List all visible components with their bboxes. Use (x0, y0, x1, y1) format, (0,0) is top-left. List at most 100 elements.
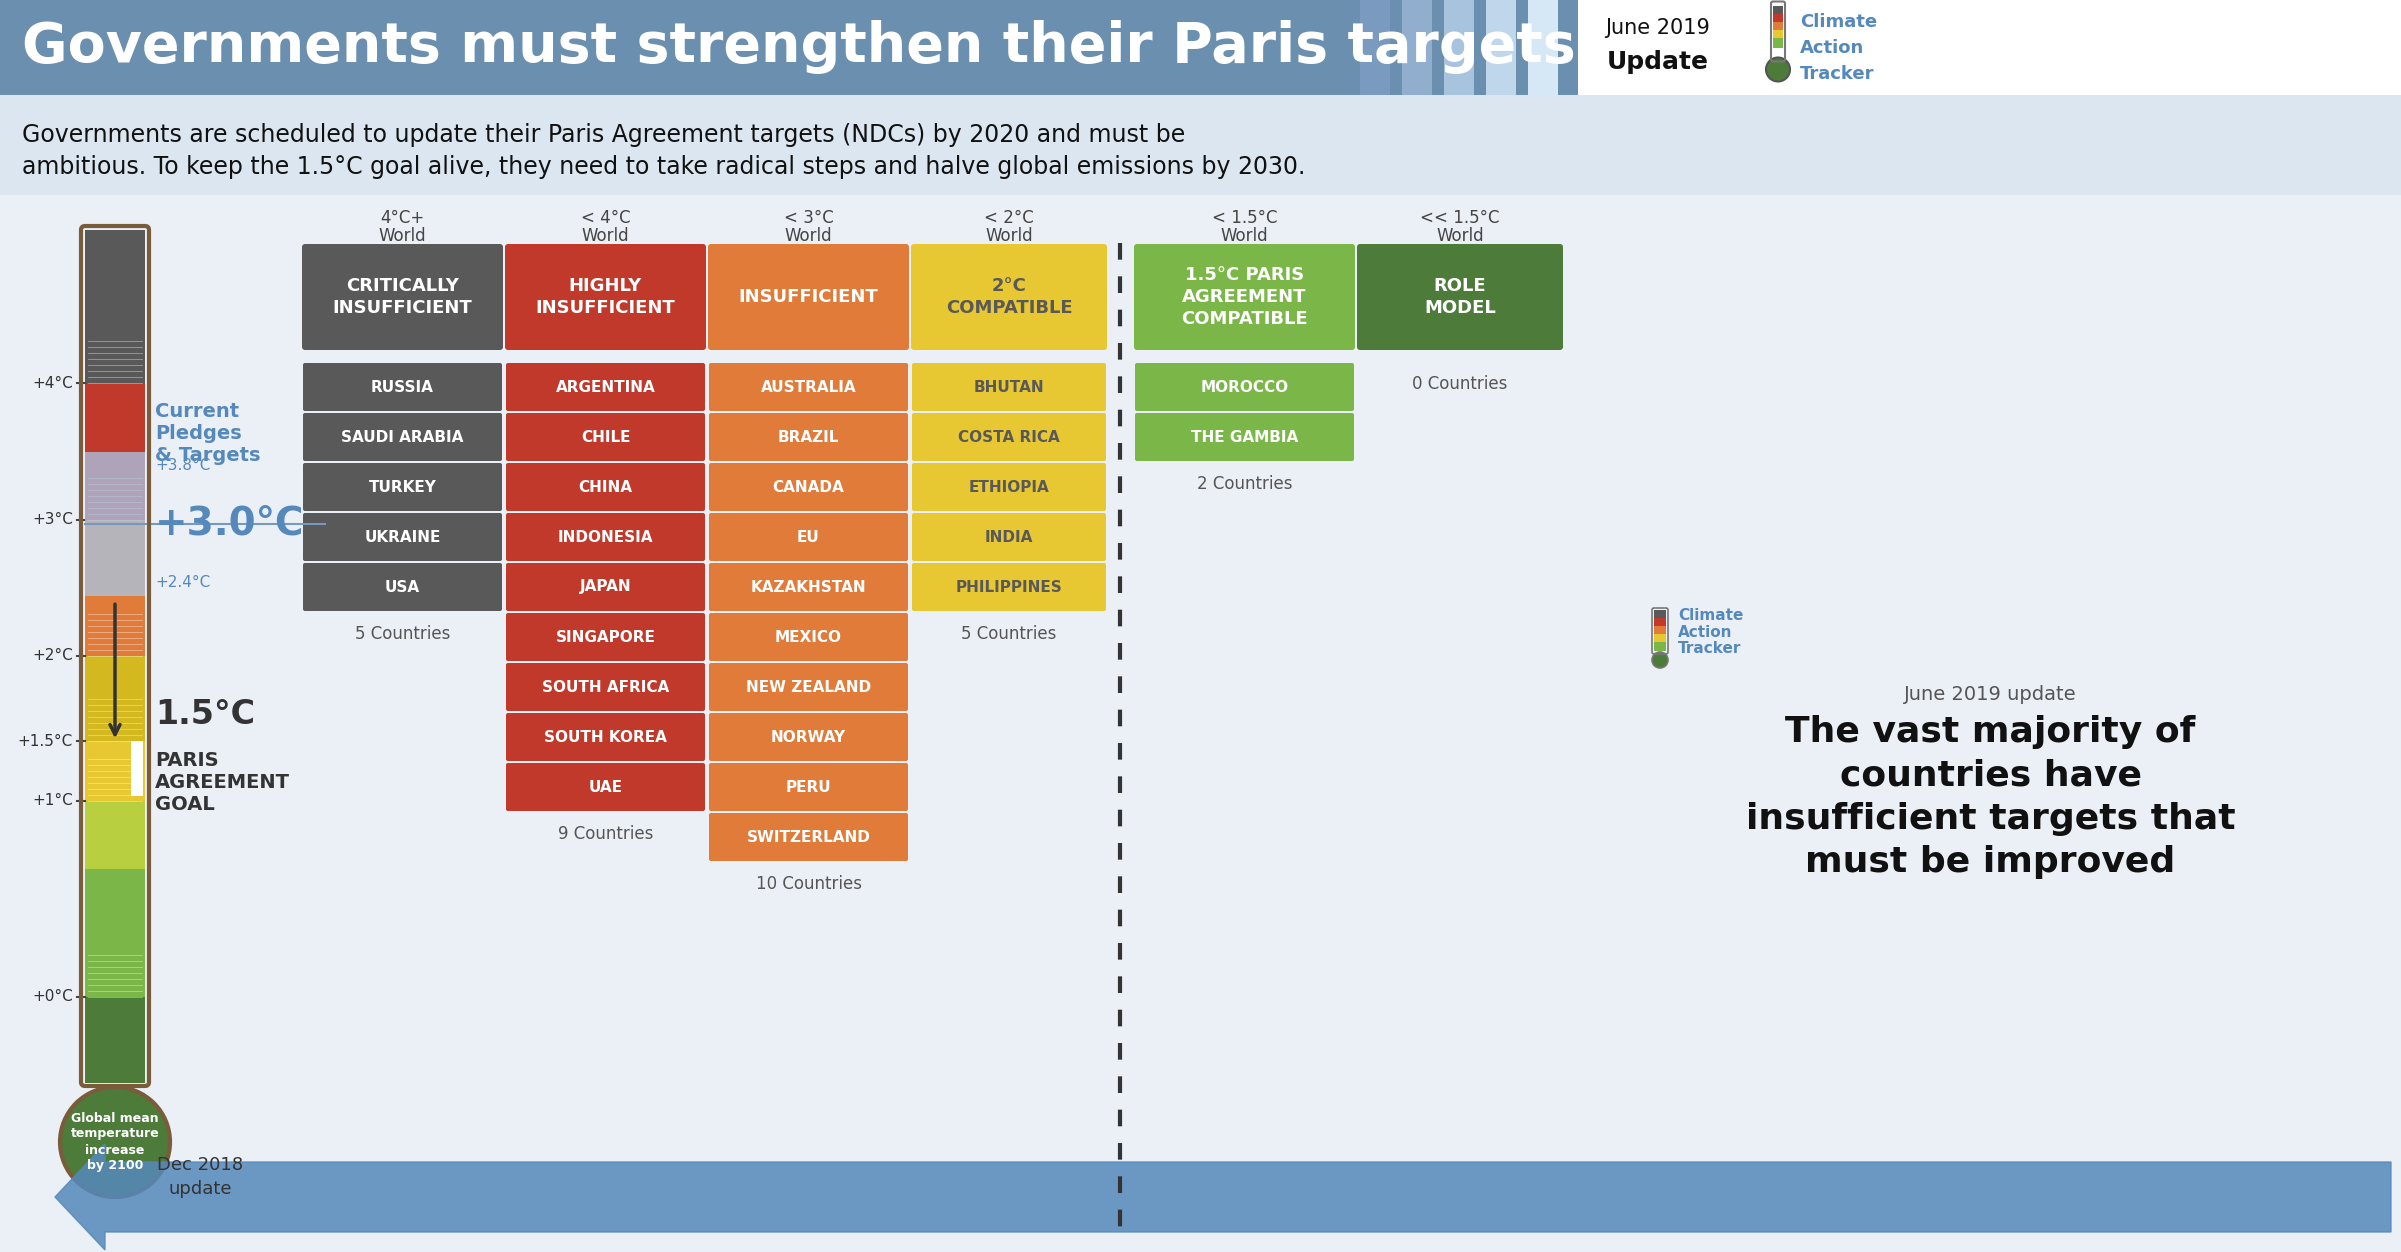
FancyBboxPatch shape (1772, 21, 1784, 31)
Text: HIGHLY
INSUFFICIENT: HIGHLY INSUFFICIENT (535, 277, 675, 317)
Text: CHILE: CHILE (581, 429, 629, 444)
Text: MOROCCO: MOROCCO (1200, 379, 1289, 394)
FancyBboxPatch shape (912, 513, 1107, 561)
Text: < 3°C: < 3°C (783, 209, 833, 227)
Text: NEW ZEALAND: NEW ZEALAND (747, 680, 872, 695)
Text: Global mean
temperature
increase
by 2100: Global mean temperature increase by 2100 (70, 1112, 158, 1173)
Text: 9 Countries: 9 Countries (557, 825, 653, 843)
FancyBboxPatch shape (303, 563, 502, 611)
Text: << 1.5°C: << 1.5°C (1421, 209, 1501, 227)
Text: Climate: Climate (1678, 608, 1743, 623)
Text: CANADA: CANADA (773, 480, 845, 495)
FancyBboxPatch shape (507, 413, 706, 461)
Text: THE GAMBIA: THE GAMBIA (1191, 429, 1299, 444)
FancyBboxPatch shape (1772, 38, 1784, 48)
FancyBboxPatch shape (708, 712, 908, 761)
Text: INDONESIA: INDONESIA (557, 530, 653, 545)
Text: Update: Update (1606, 50, 1710, 74)
FancyBboxPatch shape (303, 413, 502, 461)
Text: NORWAY: NORWAY (771, 730, 845, 745)
FancyBboxPatch shape (0, 95, 2401, 195)
FancyBboxPatch shape (1133, 244, 1354, 351)
FancyBboxPatch shape (1772, 5, 1784, 15)
FancyBboxPatch shape (1402, 0, 1431, 95)
FancyBboxPatch shape (708, 513, 908, 561)
FancyBboxPatch shape (708, 463, 908, 511)
Text: BRAZIL: BRAZIL (778, 429, 840, 444)
Text: World: World (984, 227, 1032, 245)
FancyBboxPatch shape (708, 413, 908, 461)
FancyBboxPatch shape (507, 762, 706, 811)
FancyBboxPatch shape (303, 363, 502, 411)
Text: AUSTRALIA: AUSTRALIA (761, 379, 857, 394)
Text: Governments are scheduled to update their Paris Agreement targets (NDCs) by 2020: Governments are scheduled to update thei… (22, 123, 1186, 146)
FancyBboxPatch shape (1359, 0, 1390, 95)
FancyBboxPatch shape (1654, 610, 1666, 618)
Text: 5 Countries: 5 Countries (355, 625, 451, 644)
Text: +3.0°C: +3.0°C (156, 505, 305, 543)
Text: World: World (785, 227, 833, 245)
FancyBboxPatch shape (84, 801, 144, 870)
FancyBboxPatch shape (1443, 0, 1474, 95)
FancyBboxPatch shape (84, 656, 144, 742)
Text: INDIA: INDIA (984, 530, 1032, 545)
FancyBboxPatch shape (507, 664, 706, 711)
FancyBboxPatch shape (708, 563, 908, 611)
Circle shape (1652, 652, 1669, 669)
FancyBboxPatch shape (0, 0, 2401, 95)
FancyBboxPatch shape (84, 383, 144, 521)
FancyBboxPatch shape (303, 244, 502, 351)
Text: ETHIOPIA: ETHIOPIA (968, 480, 1049, 495)
Text: 5 Countries: 5 Countries (960, 625, 1056, 644)
FancyBboxPatch shape (132, 741, 144, 796)
FancyBboxPatch shape (1136, 413, 1354, 461)
FancyBboxPatch shape (84, 230, 144, 384)
Text: EU: EU (797, 530, 819, 545)
Text: ROLE
MODEL: ROLE MODEL (1424, 277, 1496, 317)
Text: Governments must strengthen their Paris targets: Governments must strengthen their Paris … (22, 20, 1575, 75)
Text: 1.5°C: 1.5°C (156, 699, 255, 731)
Text: COSTA RICA: COSTA RICA (958, 429, 1059, 444)
Text: The vast majority of
countries have
insufficient targets that
must be improved: The vast majority of countries have insu… (1746, 715, 2235, 879)
Text: 10 Countries: 10 Countries (756, 875, 862, 893)
FancyBboxPatch shape (912, 413, 1107, 461)
FancyBboxPatch shape (0, 195, 2401, 1252)
FancyBboxPatch shape (1654, 626, 1666, 635)
Text: ambitious. To keep the 1.5°C goal alive, they need to take radical steps and hal: ambitious. To keep the 1.5°C goal alive,… (22, 155, 1306, 179)
FancyBboxPatch shape (708, 813, 908, 861)
Text: SINGAPORE: SINGAPORE (555, 630, 655, 645)
Text: +0°C: +0°C (31, 989, 72, 1004)
FancyBboxPatch shape (708, 664, 908, 711)
FancyBboxPatch shape (1772, 30, 1784, 40)
FancyBboxPatch shape (912, 363, 1107, 411)
Text: June 2019: June 2019 (1606, 18, 1710, 38)
Text: SWITZERLAND: SWITZERLAND (747, 830, 872, 845)
Text: UAE: UAE (588, 780, 622, 795)
FancyBboxPatch shape (912, 563, 1107, 611)
Text: JAPAN: JAPAN (579, 580, 631, 595)
Polygon shape (55, 1144, 2391, 1249)
FancyBboxPatch shape (84, 741, 144, 801)
Text: USA: USA (384, 580, 420, 595)
Text: MEXICO: MEXICO (776, 630, 843, 645)
Text: SAUDI ARABIA: SAUDI ARABIA (341, 429, 463, 444)
Text: +1.5°C: +1.5°C (17, 734, 72, 749)
FancyBboxPatch shape (708, 244, 910, 351)
FancyBboxPatch shape (708, 762, 908, 811)
Text: +2.4°C: +2.4°C (156, 576, 211, 591)
Text: Action: Action (1801, 39, 1863, 58)
FancyBboxPatch shape (1577, 0, 2401, 95)
Text: 2 Countries: 2 Countries (1196, 475, 1292, 493)
Text: +3.8°C: +3.8°C (156, 457, 211, 472)
FancyBboxPatch shape (303, 463, 502, 511)
FancyBboxPatch shape (1772, 14, 1784, 24)
Text: CHINA: CHINA (579, 480, 631, 495)
FancyBboxPatch shape (910, 244, 1107, 351)
FancyBboxPatch shape (84, 869, 144, 998)
FancyBboxPatch shape (507, 563, 706, 611)
Text: Climate: Climate (1801, 13, 1878, 31)
FancyBboxPatch shape (1654, 634, 1666, 644)
Text: Current
Pledges
& Targets: Current Pledges & Targets (156, 402, 259, 464)
FancyBboxPatch shape (84, 452, 144, 596)
Text: CRITICALLY
INSUFFICIENT: CRITICALLY INSUFFICIENT (334, 277, 473, 317)
